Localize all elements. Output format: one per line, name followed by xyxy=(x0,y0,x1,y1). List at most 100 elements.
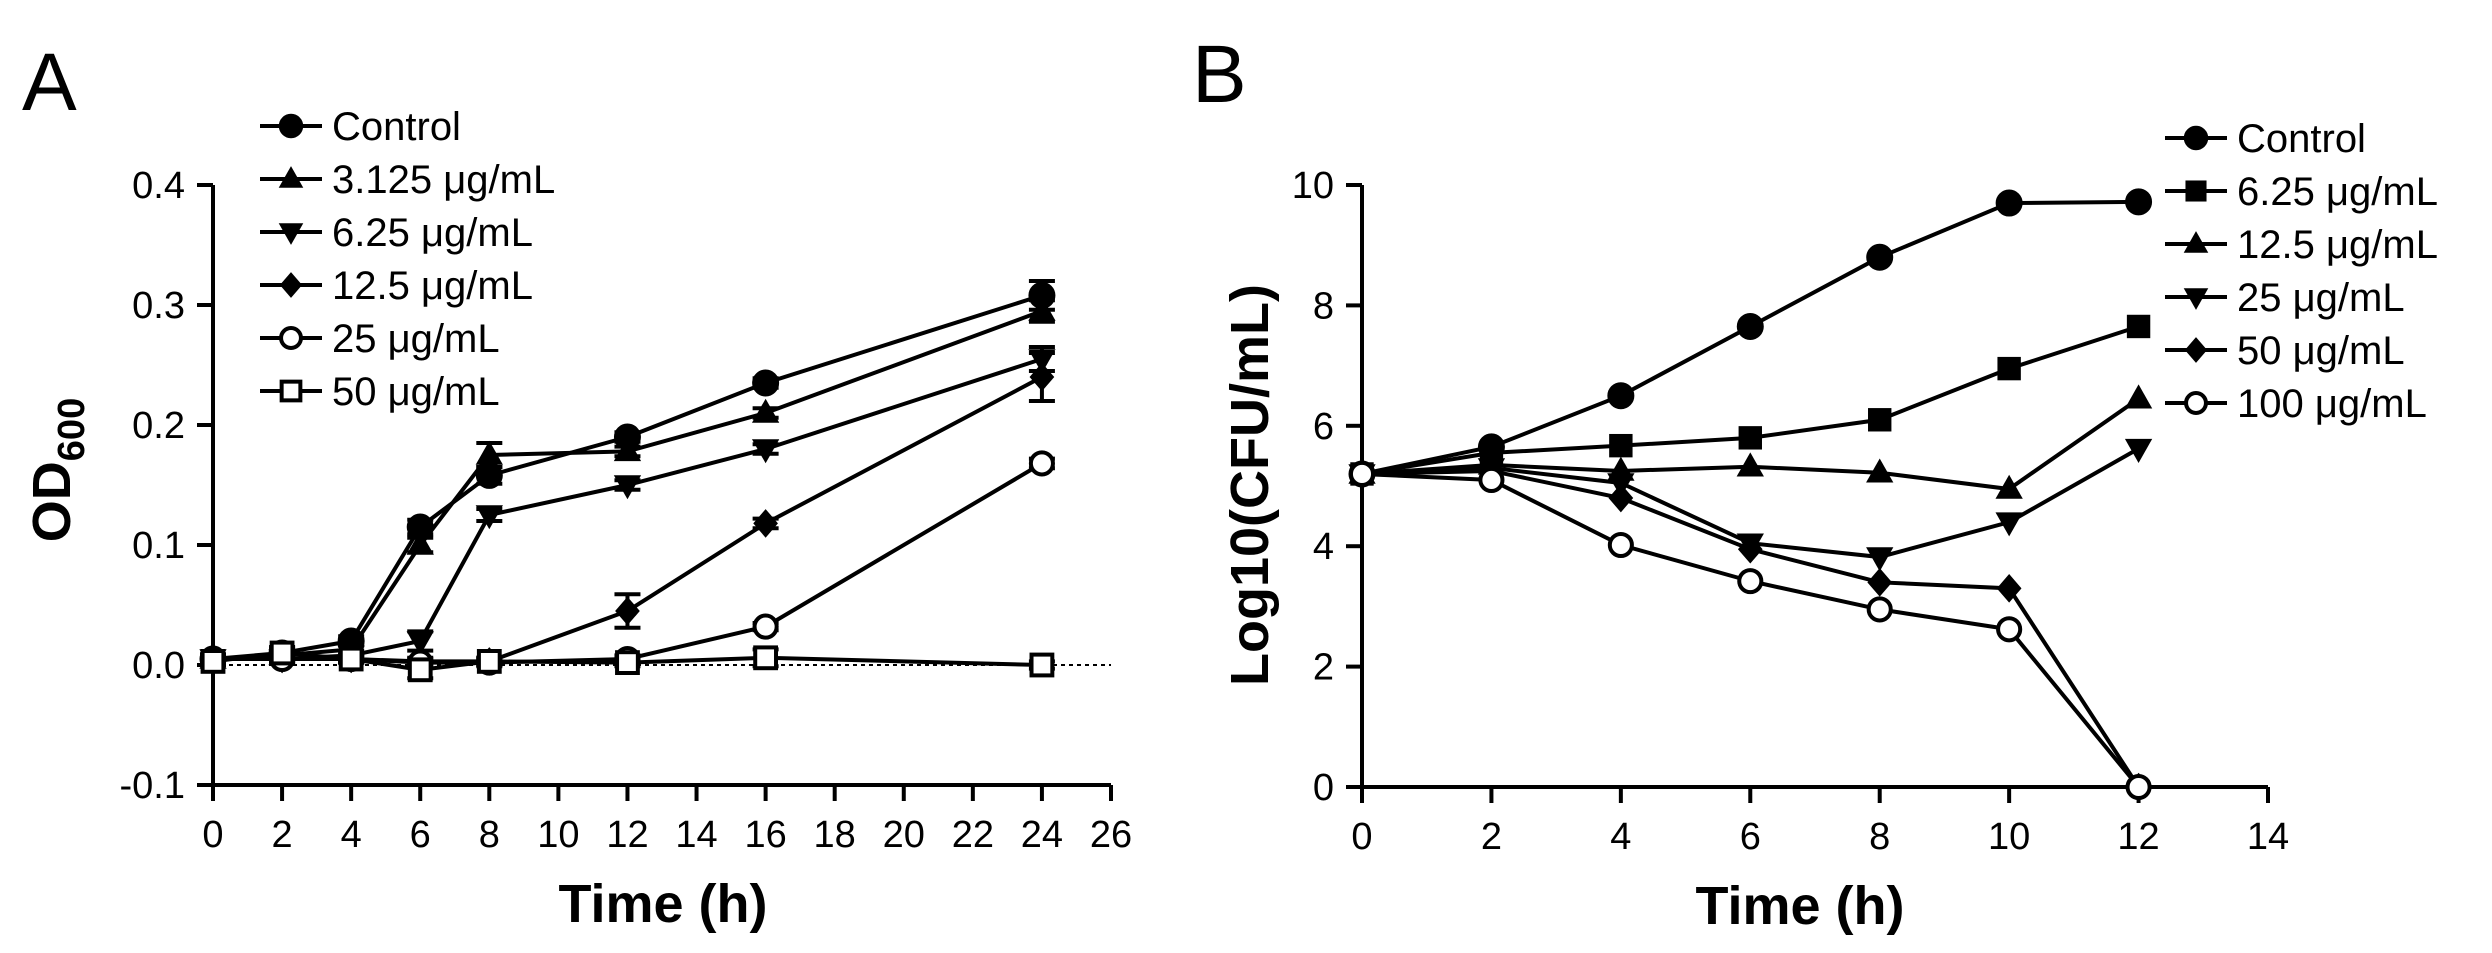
panel-b-x-tick-label: 8 xyxy=(1869,816,1890,858)
panel-a-point-12-5-ug-ml xyxy=(753,509,778,538)
panel-a-y-tick-label: 0.3 xyxy=(132,285,185,327)
panel-b-point-control xyxy=(1995,189,2023,217)
panel-a-label: A xyxy=(22,37,77,128)
panel-b-point-50-ug-ml xyxy=(1608,483,1634,513)
panel-b-x-tick-label: 14 xyxy=(2247,816,2289,858)
panel-b-point-6-25-ug-ml xyxy=(1997,356,2021,381)
panel-a-point-50-ug-ml xyxy=(200,649,226,674)
panel-b-y-tick-label: 10 xyxy=(1292,165,1334,207)
panel-b-legend-label: Control xyxy=(2237,117,2366,161)
panel-a-point-50-ug-ml xyxy=(615,650,640,676)
panel-b-line-6-25-ug-ml xyxy=(1361,324,2140,476)
panel-a-point-50-ug-ml xyxy=(476,649,502,674)
panel-a-x-tick-label: 12 xyxy=(606,814,648,856)
panel-a-y-axis-title: OD600 xyxy=(22,398,93,542)
panel-a-point-3-125-ug-ml xyxy=(1028,296,1056,321)
panel-a-chart: A 0 2 4 6 8 10 12 14 16 18 20 22 24 26-0.10.00.10.20.… xyxy=(22,37,1132,934)
panel-a-point-6-25-ug-ml xyxy=(475,505,503,530)
panel-b-x-tick-label: 10 xyxy=(1988,816,2030,858)
panel-a-series-50-ug-ml xyxy=(200,640,1055,683)
panel-a-y-tick-label: -0.1 xyxy=(120,765,185,807)
panel-a-axes: 0 2 4 6 8 10 12 14 16 18 20 22 24 26-0.10.00.10.20.30… xyxy=(120,165,1133,856)
panel-b-x-tick-label: 4 xyxy=(1610,816,1631,858)
panel-b-point-12-5-ug-ml xyxy=(1866,458,1894,483)
panel-a-legend-marker xyxy=(279,272,303,298)
panel-b-point-12-5-ug-ml xyxy=(1995,474,2023,499)
panel-a-x-tick-label: 22 xyxy=(952,814,994,856)
panel-a-y-tick-label: 0.0 xyxy=(132,645,185,687)
panel-a-point-25-ug-ml xyxy=(752,613,779,640)
panel-a-x-tick-label: 18 xyxy=(814,814,856,856)
panel-a-x-tick-label: 10 xyxy=(537,814,579,856)
panel-b-legend-marker xyxy=(2184,337,2208,363)
panel-a-point-6-25-ug-ml xyxy=(751,439,780,464)
panel-a-point-50-ug-ml xyxy=(338,646,364,672)
panel-a-point-3-125-ug-ml xyxy=(751,398,780,423)
panel-b-point-control xyxy=(2125,188,2153,216)
panel-a-point-50-ug-ml xyxy=(1029,652,1055,678)
panel-b-legend-label: 12.5 μg/mL xyxy=(2237,223,2438,267)
panel-b-point-control xyxy=(1736,312,1764,340)
panel-a-point-3-125-ug-ml xyxy=(475,440,503,465)
panel-a-legend-marker xyxy=(278,223,304,245)
panel-b-y-tick-label: 0 xyxy=(1313,767,1334,809)
panel-a-y-axis-title-main: OD xyxy=(22,461,82,542)
panel-a-x-tick-label: 4 xyxy=(341,814,362,856)
panel-b-label: B xyxy=(1192,29,1247,120)
panel-b-point-25-ug-ml xyxy=(1866,547,1894,572)
panel-b-point-100-ug-ml xyxy=(1996,616,2023,643)
panel-a-y-axis-title-subscript: 600 xyxy=(51,398,93,461)
panel-b-point-100-ug-ml xyxy=(2125,773,2152,801)
panel-a-point-50-ug-ml xyxy=(269,640,295,666)
panel-b-legend-label: 25 μg/mL xyxy=(2237,276,2405,320)
panel-b-x-tick-label: 0 xyxy=(1351,816,1372,858)
panel-b-legend-marker xyxy=(2183,125,2209,151)
panel-a-legend-item-6-25-ug-ml: 6.25 μg/mL xyxy=(260,211,533,255)
panel-b-point-100-ug-ml xyxy=(1348,460,1376,488)
panel-a-legend: Control 3.125 μg/mL 6.25 μg/mL 12.5 μg/mL 25… xyxy=(260,105,555,414)
panel-a-x-axis-title: Time (h) xyxy=(558,874,767,934)
panel-b-legend-marker xyxy=(2183,288,2209,310)
panel-a-x-tick-label: 2 xyxy=(272,814,293,856)
panel-b-series-100-ug-ml xyxy=(1348,460,2152,801)
panel-a-point-6-25-ug-ml xyxy=(613,475,642,500)
panel-b-point-6-25-ug-ml xyxy=(1738,426,1762,450)
panel-a-legend-label: Control xyxy=(332,105,461,149)
panel-a-legend-label: 3.125 μg/mL xyxy=(332,158,555,202)
panel-a-point-12-5-ug-ml xyxy=(615,596,640,626)
panel-a-y-tick-label: 0.4 xyxy=(132,165,185,207)
panel-a-point-3-125-ug-ml xyxy=(613,437,642,462)
panel-a-legend-item-25-ug-ml: 25 μg/mL xyxy=(260,317,500,361)
panel-a-point-50-ug-ml xyxy=(753,645,779,671)
panel-a-legend-label: 12.5 μg/mL xyxy=(332,264,533,308)
panel-b-point-25-ug-ml xyxy=(1995,512,2023,537)
panel-b-legend-item-50-ug-ml: 50 μg/mL xyxy=(2165,329,2405,373)
panel-b-legend-item-control: Control xyxy=(2165,117,2366,161)
panel-a-legend-item-control: Control xyxy=(260,105,461,149)
panel-b-legend-item-6-25-ug-ml: 6.25 μg/mL xyxy=(2165,170,2438,214)
panel-b-point-control xyxy=(1607,382,1635,410)
panel-a-legend-marker xyxy=(279,379,303,403)
panel-a-x-tick-label: 20 xyxy=(883,814,925,856)
panel-b-legend-item-25-ug-ml: 25 μg/mL xyxy=(2165,276,2405,320)
panel-b-point-12-5-ug-ml xyxy=(2124,384,2153,409)
panel-b-point-100-ug-ml xyxy=(1607,531,1634,559)
panel-b-point-100-ug-ml xyxy=(1478,466,1505,494)
panel-a-legend-label: 6.25 μg/mL xyxy=(332,211,533,255)
panel-b-legend-marker xyxy=(2183,231,2209,253)
panel-a-y-tick-label: 0.1 xyxy=(132,525,185,567)
panel-a-x-tick-label: 16 xyxy=(744,814,786,856)
panel-b-series-group xyxy=(1348,188,2153,802)
panel-a-x-tick-label: 8 xyxy=(479,814,500,856)
panel-b-point-control xyxy=(1866,243,1894,271)
panel-a-point-6-25-ug-ml xyxy=(406,631,434,656)
panel-a-legend-item-3-125-ug-ml: 3.125 μg/mL xyxy=(260,158,555,202)
panel-b-point-50-ug-ml xyxy=(1996,574,2022,603)
panel-b-y-tick-label: 2 xyxy=(1313,647,1334,689)
panel-a-x-tick-label: 24 xyxy=(1021,814,1063,856)
panel-b-legend-label: 50 μg/mL xyxy=(2237,329,2405,373)
panel-b-point-6-25-ug-ml xyxy=(1868,408,1892,432)
panel-a-legend-marker xyxy=(278,113,304,139)
panel-b-y-tick-label: 4 xyxy=(1313,526,1334,568)
